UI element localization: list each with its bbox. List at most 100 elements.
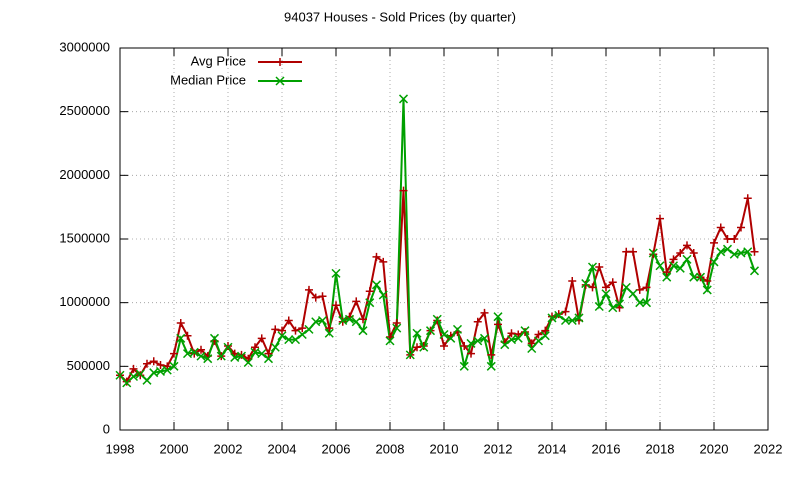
point-marker	[115, 370, 125, 380]
point-marker	[710, 238, 718, 247]
point-marker	[460, 341, 469, 350]
point-marker	[527, 343, 537, 354]
point-marker	[136, 371, 145, 380]
point-marker	[548, 312, 556, 321]
point-marker	[379, 257, 388, 266]
point-marker	[642, 283, 651, 292]
point-marker	[251, 343, 259, 352]
point-marker	[723, 235, 732, 243]
point-marker	[156, 361, 165, 370]
point-marker	[344, 314, 355, 324]
point-marker	[183, 331, 192, 340]
point-marker	[676, 249, 685, 258]
point-marker	[399, 186, 408, 195]
point-marker	[162, 365, 172, 375]
point-marker	[176, 319, 185, 328]
point-marker	[467, 349, 475, 358]
point-marker	[507, 329, 516, 338]
point-marker	[560, 315, 571, 326]
point-marker	[230, 349, 239, 358]
x-tick-label: 2022	[754, 441, 783, 456]
point-marker	[332, 301, 340, 310]
x-tick-label: 2018	[646, 441, 675, 456]
x-tick-label: 1998	[106, 441, 135, 456]
point-marker	[196, 351, 206, 361]
point-marker	[143, 359, 151, 368]
point-marker	[668, 261, 679, 271]
point-marker	[749, 266, 760, 276]
point-marker	[176, 333, 186, 343]
point-marker	[311, 293, 320, 302]
point-marker	[629, 247, 637, 256]
point-marker	[305, 285, 313, 294]
point-marker	[689, 272, 699, 282]
point-marker	[500, 340, 510, 350]
point-marker	[669, 255, 678, 264]
x-tick-label: 2010	[430, 441, 459, 456]
point-marker	[730, 235, 739, 243]
point-marker	[540, 331, 550, 341]
point-marker	[452, 324, 463, 334]
point-marker	[567, 315, 577, 326]
point-marker	[521, 327, 529, 336]
point-marker	[128, 371, 139, 382]
point-marker	[587, 262, 598, 272]
point-marker	[473, 317, 482, 326]
point-marker	[182, 349, 193, 359]
point-marker	[264, 349, 273, 358]
point-marker	[581, 279, 591, 289]
point-marker	[298, 324, 307, 333]
point-marker	[318, 292, 327, 301]
point-marker	[655, 261, 665, 271]
chart-title: 94037 Houses - Sold Prices (by quarter)	[284, 9, 516, 24]
point-marker	[359, 315, 367, 324]
point-marker	[466, 338, 476, 348]
point-marker	[433, 316, 442, 325]
point-marker	[439, 329, 449, 340]
point-marker	[142, 375, 152, 385]
point-marker	[737, 223, 745, 232]
point-marker	[209, 333, 220, 343]
point-marker	[243, 357, 253, 368]
point-marker	[656, 214, 664, 223]
point-marker	[743, 247, 753, 257]
x-tick-label: 2008	[376, 441, 405, 456]
point-marker	[459, 361, 469, 371]
point-marker	[722, 244, 733, 254]
point-marker	[277, 331, 287, 341]
point-marker	[271, 325, 280, 334]
point-marker	[276, 58, 284, 66]
y-tick-label: 2500000	[59, 103, 110, 118]
point-marker	[595, 263, 604, 272]
point-marker	[419, 342, 429, 352]
y-tick-label: 2000000	[59, 167, 110, 182]
point-marker	[284, 335, 294, 345]
point-marker	[486, 361, 496, 371]
point-marker	[338, 315, 348, 326]
x-tick-label: 2020	[700, 441, 729, 456]
point-marker	[378, 290, 388, 300]
point-marker	[494, 320, 502, 329]
point-marker	[358, 326, 368, 336]
point-marker	[284, 316, 293, 325]
point-marker	[695, 272, 706, 282]
point-marker	[716, 247, 726, 257]
point-marker	[122, 377, 131, 386]
x-tick-label: 2014	[538, 441, 567, 456]
y-tick-label: 1500000	[59, 230, 110, 245]
point-marker	[224, 341, 232, 350]
point-marker	[568, 277, 577, 286]
point-marker	[311, 317, 321, 327]
plot-frame	[119, 47, 769, 431]
point-marker	[169, 361, 179, 371]
point-marker	[513, 333, 523, 343]
x-tick-label: 2012	[484, 441, 513, 456]
point-marker	[716, 223, 725, 232]
point-marker	[351, 317, 361, 327]
point-marker	[392, 323, 402, 333]
x-tick-label: 2002	[214, 441, 243, 456]
point-marker	[324, 328, 334, 338]
point-marker	[702, 285, 712, 295]
point-marker	[682, 254, 692, 264]
